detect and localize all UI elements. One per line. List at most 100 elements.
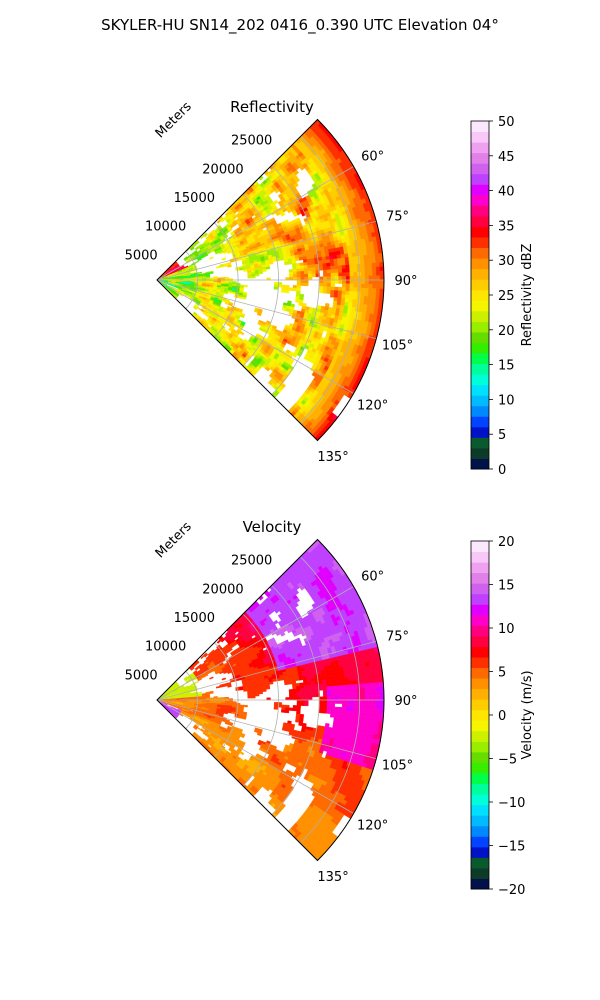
reflectivity-panel: 60° 75° 90° 105° 120° 135° 5000 10000 15000 20000… — [125, 98, 535, 478]
colorbar-tick-label: −10 — [498, 796, 525, 811]
colorbar-tick-label: 25 — [498, 289, 515, 304]
sector-outline — [156, 118, 385, 442]
colorbar-label: Velocity (m/s) — [520, 670, 535, 759]
colorbar-swatch — [471, 878, 489, 890]
colorbar-tick-label: 30 — [498, 254, 515, 269]
figure-suptitle: SKYLER-HU SN14_202 0416_0.390 UTC Elevat… — [101, 16, 499, 34]
colorbar-swatch — [471, 846, 489, 858]
colorbar-swatch — [471, 374, 489, 386]
colorbar-swatch — [471, 363, 489, 375]
colorbar-swatch — [471, 815, 489, 827]
colorbar-swatch — [471, 562, 489, 574]
angle-tick-label: 90° — [394, 694, 417, 709]
colorbar-tick-label: 35 — [498, 219, 515, 234]
colorbar-tick-label: 10 — [498, 393, 515, 408]
colorbar-swatch — [471, 773, 489, 785]
colorbar-swatch — [471, 657, 489, 669]
colorbar-swatch — [471, 699, 489, 711]
colorbar-swatch — [471, 794, 489, 806]
colorbar-tick-label: 45 — [498, 150, 515, 165]
colorbar-swatch — [471, 720, 489, 732]
radial-tick-label: 15000 — [174, 191, 215, 206]
colorbar-swatch — [471, 226, 489, 238]
colorbar-swatch — [471, 762, 489, 774]
radial-tick-label: 20000 — [202, 582, 243, 597]
colorbar-tick-label: 40 — [498, 185, 515, 200]
angle-tick-label: 120° — [357, 819, 388, 834]
radial-tick-label: 5000 — [125, 668, 158, 683]
colorbar-swatch — [471, 447, 489, 459]
colorbar-swatch — [471, 215, 489, 227]
colorbar-swatch — [471, 416, 489, 428]
colorbar-swatch — [471, 173, 489, 185]
colorbar-tick-label: 15 — [498, 359, 515, 374]
colorbar-tick-label: 20 — [498, 535, 515, 550]
colorbar-swatch — [471, 342, 489, 354]
panel-title: Velocity — [243, 518, 302, 536]
colorbar-tick-label: −5 — [498, 753, 517, 768]
colorbar-swatch — [471, 857, 489, 869]
colorbar-swatch — [471, 593, 489, 605]
colorbar-tick-label: −15 — [498, 840, 525, 855]
colorbar-swatch — [471, 625, 489, 637]
angle-tick-label: 75° — [386, 210, 409, 225]
radial-tick-label: 25000 — [231, 554, 272, 569]
radial-axis-label: Meters — [153, 99, 195, 141]
colorbar-swatch — [471, 331, 489, 343]
angle-tick-label: 135° — [317, 450, 348, 465]
radial-tick-label: 5000 — [125, 248, 158, 263]
angle-grid-spoke — [156, 279, 377, 340]
colorbar-swatch — [471, 667, 489, 679]
colorbar-tick-label: 0 — [498, 463, 506, 478]
radial-tick-label: 15000 — [174, 611, 215, 626]
angle-tick-label: 135° — [317, 870, 348, 885]
colorbar-swatch — [471, 688, 489, 700]
colorbar-swatch — [471, 458, 489, 470]
colorbar-swatch — [471, 551, 489, 563]
colorbar-tick-label: 0 — [498, 709, 506, 724]
angle-tick-label: 105° — [382, 758, 413, 773]
colorbar-swatch — [471, 289, 489, 301]
colorbar-swatch — [471, 142, 489, 154]
colorbar-swatch — [471, 247, 489, 259]
colorbar: −20 −15 −10 −5 0 5 10 15 20 Velocity (m/s) — [470, 535, 535, 898]
polar-grid — [156, 136, 384, 424]
colorbar-swatch — [471, 751, 489, 763]
colorbar-swatch — [471, 310, 489, 322]
colorbar-swatch — [471, 163, 489, 175]
radial-tick-label: 10000 — [145, 220, 186, 235]
colorbar-swatch — [471, 205, 489, 217]
colorbar-swatch — [471, 395, 489, 407]
angle-grid-spoke — [156, 699, 354, 814]
reflectivity-field — [156, 119, 385, 441]
colorbar-swatch — [471, 131, 489, 143]
colorbar-swatch — [471, 572, 489, 584]
angle-tick-label: 90° — [394, 274, 417, 289]
colorbar-swatch — [471, 405, 489, 417]
colorbar-swatch — [471, 678, 489, 690]
radial-tick-label: 25000 — [231, 134, 272, 149]
colorbar-swatch — [471, 426, 489, 438]
sector-outline — [156, 538, 385, 862]
angle-grid-spoke — [156, 279, 354, 394]
colorbar-swatch — [471, 541, 489, 553]
angle-grid-spoke — [156, 699, 377, 760]
colorbar-swatch — [471, 121, 489, 133]
colorbar-swatch — [471, 709, 489, 721]
colorbar-swatch — [471, 635, 489, 647]
colorbar-swatch — [471, 152, 489, 164]
panel-title: Reflectivity — [230, 98, 314, 116]
colorbar-swatch — [471, 825, 489, 837]
colorbar-swatch — [471, 646, 489, 658]
colorbar-swatch — [471, 741, 489, 753]
colorbar-swatch — [471, 258, 489, 270]
colorbar-tick-label: 20 — [498, 324, 515, 339]
colorbar-swatch — [471, 237, 489, 249]
colorbar-swatch — [471, 268, 489, 280]
angle-grid-spoke — [156, 166, 354, 281]
colorbar: 0 5 10 15 20 25 30 35 40 45 50 Reflectivity dBZ — [470, 115, 535, 478]
radial-tick-label: 10000 — [145, 640, 186, 655]
colorbar-swatch — [471, 184, 489, 196]
angle-grid-spoke — [156, 586, 354, 701]
angle-tick-label: 120° — [357, 399, 388, 414]
